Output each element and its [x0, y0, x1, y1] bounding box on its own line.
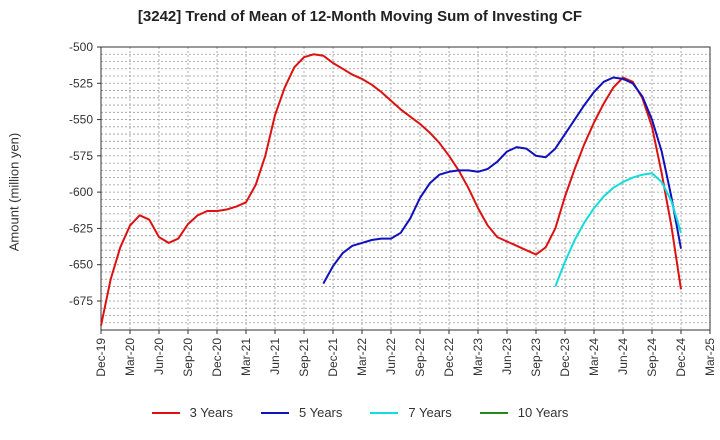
x-tick-label: Mar-25	[703, 338, 717, 376]
x-tick-label: Mar-20	[123, 338, 137, 376]
x-tick-label: Dec-24	[674, 338, 688, 377]
legend-swatch	[479, 411, 508, 414]
x-tick-label: Sep-21	[297, 338, 311, 377]
x-tick-label: Dec-23	[558, 338, 572, 377]
y-tick-label: -525	[69, 76, 93, 90]
series-line-3-years	[100, 53, 682, 326]
x-tick-label: Sep-20	[181, 338, 195, 377]
y-tick-label: -600	[69, 185, 93, 199]
x-tick-label: Sep-24	[645, 338, 659, 377]
chart-title: [3242] Trend of Mean of 12-Month Moving …	[137, 8, 583, 25]
x-tick-label: Jun-20	[152, 338, 166, 375]
x-tick-label: Jun-22	[384, 338, 398, 375]
legend-swatch	[370, 411, 399, 414]
y-tick-label: -575	[69, 149, 93, 163]
y-tick-label: -625	[69, 221, 93, 235]
y-tick-label: -650	[69, 258, 93, 272]
x-tick-label: Mar-22	[355, 338, 369, 376]
x-tick-label: Mar-21	[239, 338, 253, 376]
plot-frame	[100, 46, 711, 331]
x-tick-label: Sep-22	[413, 338, 427, 377]
legend-item: 10 Years	[479, 405, 569, 420]
series-line-5-years	[322, 76, 682, 285]
x-tick-label: Jun-24	[616, 338, 630, 375]
chart-legend: 3 Years 5 Years 7 Years 10 Years	[0, 405, 720, 420]
x-tick-label: Jun-21	[268, 338, 282, 375]
legend-label: 3 Years	[189, 405, 233, 420]
x-tick-label: Jun-23	[500, 338, 514, 375]
line-chart: -500 -525 -550 -575 -600 -625 -650 -675 Dec-19 Ma…	[69, 40, 717, 377]
x-tick-label: Dec-20	[210, 338, 224, 377]
legend-label: 5 Years	[299, 405, 343, 420]
x-tick-label: Dec-19	[94, 338, 108, 377]
y-tick-label: -675	[69, 294, 93, 308]
series-line-7-years	[554, 172, 682, 287]
x-tick-label: Sep-23	[529, 338, 543, 377]
legend-item: 7 Years	[370, 405, 452, 420]
legend-item: 5 Years	[261, 405, 342, 420]
legend-item: 3 Years	[151, 405, 233, 420]
legend-label: 10 Years	[517, 405, 569, 420]
legend-swatch	[261, 411, 289, 414]
x-tick-label: Dec-21	[326, 338, 340, 377]
x-tick-label: Dec-22	[442, 338, 456, 377]
x-tick-label: Mar-24	[587, 338, 601, 376]
legend-label: 7 Years	[408, 405, 452, 420]
x-tick-label: Mar-23	[471, 338, 485, 376]
y-tick-label: -500	[69, 40, 93, 54]
legend-swatch	[151, 411, 180, 414]
y-tick-label: -550	[69, 113, 93, 127]
